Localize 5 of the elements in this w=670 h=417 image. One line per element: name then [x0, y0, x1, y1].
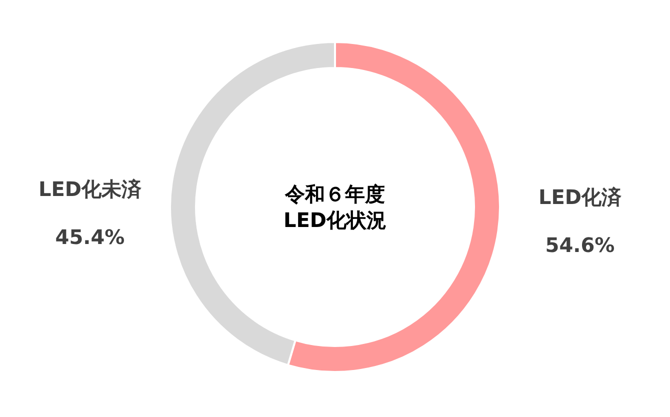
data-label: 54.6%: [545, 233, 615, 257]
data-label: 45.4%: [55, 225, 125, 249]
text: 令和６年度 LED化状況: [283, 182, 387, 232]
slice-label: LED化未済: [38, 177, 142, 201]
slice-label: LED化済: [538, 185, 622, 209]
